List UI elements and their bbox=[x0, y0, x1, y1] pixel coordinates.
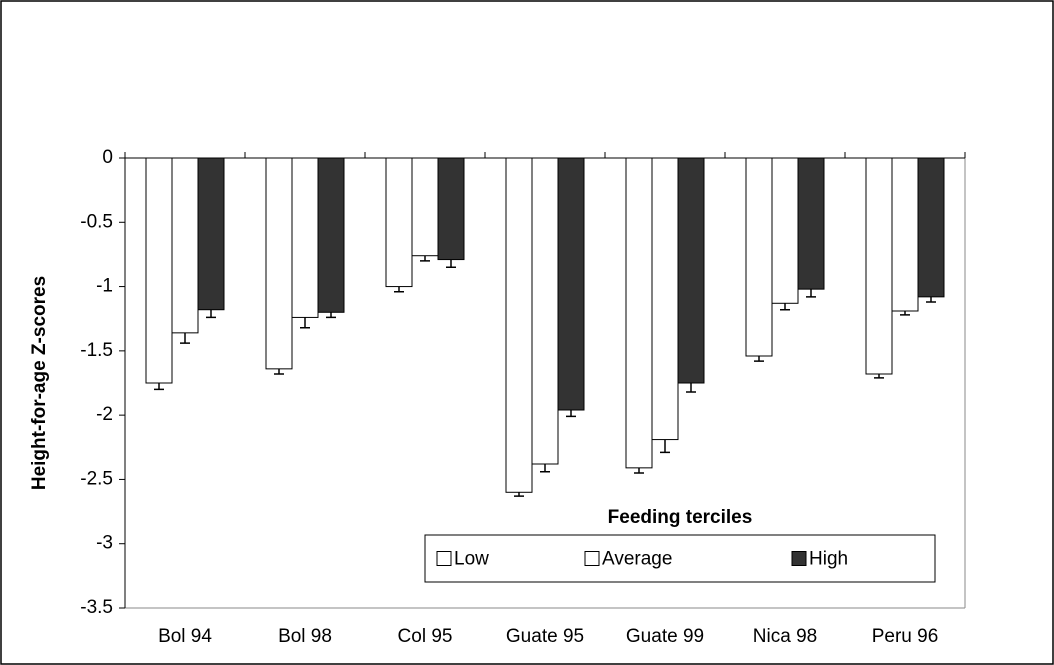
bar bbox=[411, 157, 439, 257]
error-bar bbox=[274, 368, 284, 375]
x-tick-label: Guate 99 bbox=[626, 626, 704, 647]
bar bbox=[385, 157, 413, 288]
bar bbox=[265, 157, 293, 370]
error-bar bbox=[566, 410, 576, 418]
legend-swatch bbox=[791, 551, 807, 566]
error-bar bbox=[326, 312, 336, 319]
bar bbox=[745, 157, 773, 357]
y-tick-label: -3 bbox=[96, 533, 113, 554]
error-bar bbox=[514, 492, 524, 497]
bar bbox=[771, 157, 799, 304]
x-tick-label: Bol 98 bbox=[278, 626, 332, 647]
error-bar bbox=[806, 289, 816, 298]
error-bar bbox=[446, 259, 456, 269]
y-tick-label: -3.5 bbox=[80, 597, 113, 618]
bar bbox=[891, 157, 919, 312]
error-bar bbox=[180, 332, 190, 344]
error-bar bbox=[686, 383, 696, 393]
bar bbox=[197, 157, 225, 311]
y-tick-label: -1 bbox=[96, 276, 113, 297]
legend-swatch bbox=[436, 551, 452, 566]
error-bar bbox=[634, 467, 644, 474]
bar bbox=[917, 157, 945, 298]
error-bar bbox=[206, 309, 216, 319]
error-bar bbox=[926, 296, 936, 303]
legend-label: Low bbox=[454, 549, 489, 570]
bar bbox=[557, 157, 585, 411]
y-tick-label: -0.5 bbox=[80, 211, 113, 232]
bar bbox=[171, 157, 199, 334]
x-tick-label: Col 95 bbox=[398, 626, 453, 647]
legend-swatch bbox=[584, 551, 600, 566]
bar bbox=[317, 157, 345, 313]
bar bbox=[145, 157, 173, 384]
error-bar bbox=[900, 311, 910, 316]
error-bar bbox=[660, 439, 670, 454]
x-tick-label: Bol 94 bbox=[158, 626, 212, 647]
legend-box bbox=[424, 534, 936, 583]
error-bar bbox=[420, 255, 430, 262]
error-bar bbox=[154, 383, 164, 391]
legend-label: High bbox=[809, 549, 848, 570]
error-bar bbox=[540, 464, 550, 473]
bar bbox=[797, 157, 825, 290]
error-bar bbox=[754, 356, 764, 362]
x-tick-label: Peru 96 bbox=[872, 626, 939, 647]
bar bbox=[865, 157, 893, 375]
bar bbox=[291, 157, 319, 318]
error-bar bbox=[874, 374, 884, 379]
y-tick-label: -1.5 bbox=[80, 340, 113, 361]
error-bar bbox=[394, 286, 404, 293]
bar bbox=[531, 157, 559, 465]
error-bar bbox=[780, 303, 790, 311]
legend-label: Average bbox=[602, 549, 672, 570]
legend-title: Feeding terciles bbox=[608, 507, 753, 528]
y-axis-label: Height-for-age Z-scores bbox=[29, 276, 50, 490]
y-tick-label: -2 bbox=[96, 404, 113, 425]
x-tick-label: Nica 98 bbox=[753, 626, 817, 647]
bar bbox=[437, 157, 465, 261]
bar bbox=[505, 157, 533, 493]
bar bbox=[677, 157, 705, 384]
bar bbox=[651, 157, 679, 441]
y-tick-label: -2.5 bbox=[80, 468, 113, 489]
bar bbox=[625, 157, 653, 469]
y-tick-label: 0 bbox=[102, 147, 113, 168]
x-tick-label: Guate 95 bbox=[506, 626, 584, 647]
error-bar bbox=[300, 317, 310, 329]
